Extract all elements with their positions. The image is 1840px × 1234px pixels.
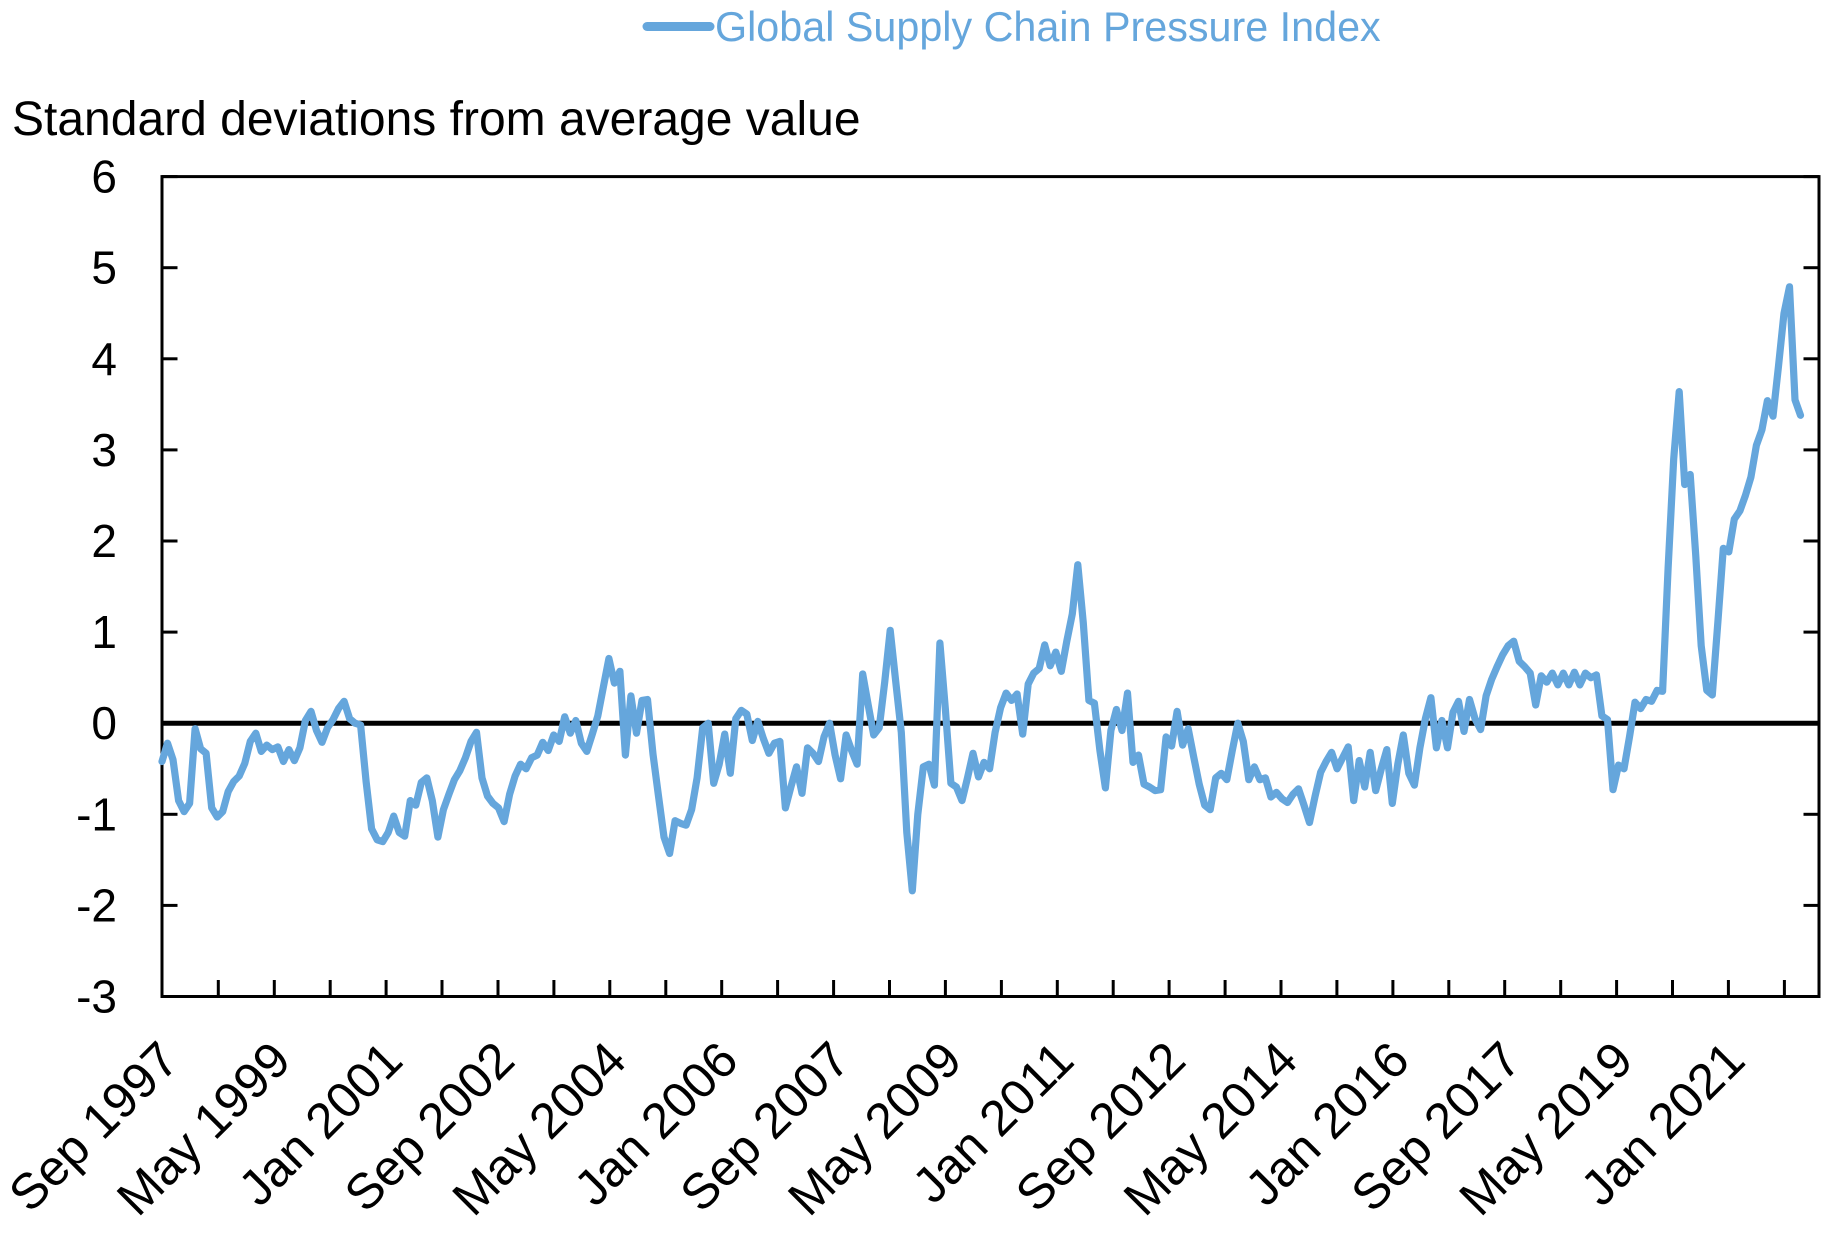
svg-text:0: 0 xyxy=(91,697,117,749)
svg-text:5: 5 xyxy=(91,242,117,294)
svg-text:2: 2 xyxy=(91,515,117,567)
svg-text:-2: -2 xyxy=(76,879,117,931)
svg-text:6: 6 xyxy=(91,151,117,203)
svg-text:3: 3 xyxy=(91,424,117,476)
svg-text:-3: -3 xyxy=(76,971,117,1023)
svg-text:1: 1 xyxy=(91,606,117,658)
svg-text:Standard deviations from avera: Standard deviations from average value xyxy=(12,93,861,146)
svg-text:Global Supply Chain Pressure I: Global Supply Chain Pressure Index xyxy=(715,4,1381,50)
svg-text:-1: -1 xyxy=(76,788,117,840)
svg-text:4: 4 xyxy=(91,333,117,385)
